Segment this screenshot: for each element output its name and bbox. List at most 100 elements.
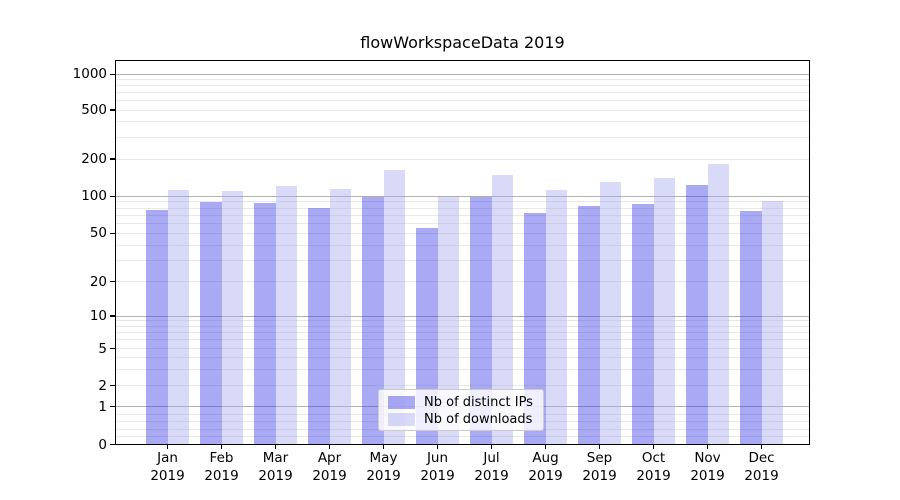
y-tick-mark bbox=[110, 158, 115, 160]
x-tick-month: Jun bbox=[426, 450, 449, 466]
bar-downloads-jan bbox=[167, 189, 189, 445]
gridline-minor bbox=[115, 281, 810, 283]
gridline-minor bbox=[115, 109, 810, 111]
gridline-minor bbox=[115, 121, 810, 123]
y-tick-mark bbox=[110, 315, 115, 317]
gridline-minor bbox=[115, 332, 810, 334]
y-tick-label: 5 bbox=[98, 340, 107, 357]
bar-distinct-ips-oct bbox=[632, 204, 654, 445]
x-tick-mark bbox=[652, 444, 655, 450]
gridline-minor bbox=[115, 232, 810, 234]
gridline-minor bbox=[115, 244, 810, 246]
x-tick-mark bbox=[220, 444, 223, 450]
bar-distinct-ips-feb bbox=[200, 201, 222, 445]
y-tick-label: 200 bbox=[81, 151, 107, 167]
legend-label-distinct-ips: Nb of distinct IPs bbox=[424, 395, 533, 410]
bar-downloads-aug bbox=[545, 190, 567, 445]
x-tick-year: 2019 bbox=[528, 467, 563, 484]
y-tick-mark bbox=[110, 443, 115, 446]
x-tick-mark bbox=[490, 444, 493, 450]
bar-downloads-dec bbox=[761, 200, 783, 445]
x-tick-year: 2019 bbox=[150, 467, 185, 484]
gridline-minor bbox=[115, 325, 810, 327]
x-tick-label-feb: Feb 2019 bbox=[194, 450, 250, 485]
y-tick-label: 0 bbox=[98, 436, 107, 453]
y-tick-label: 2 bbox=[98, 377, 107, 394]
x-tick-year: 2019 bbox=[582, 467, 617, 484]
x-tick-mark bbox=[706, 444, 709, 450]
x-tick-mark bbox=[598, 444, 601, 450]
x-tick-label-mar: Mar 2019 bbox=[248, 450, 304, 485]
x-tick-mark bbox=[382, 444, 385, 450]
x-tick-month: Nov bbox=[694, 450, 721, 466]
x-tick-month: May bbox=[369, 450, 398, 466]
y-tick-mark bbox=[110, 109, 115, 111]
bar-distinct-ips-dec bbox=[740, 210, 762, 445]
y-tick-mark bbox=[110, 73, 115, 75]
legend: Nb of distinct IPs Nb of downloads bbox=[378, 389, 544, 431]
gridline-minor bbox=[115, 385, 810, 386]
gridline-minor bbox=[115, 207, 810, 209]
x-tick-label-dec: Dec 2019 bbox=[734, 450, 790, 485]
x-tick-label-jul: Jul 2019 bbox=[464, 450, 520, 485]
y-tick-label: 500 bbox=[81, 102, 107, 118]
gridline-minor bbox=[115, 368, 810, 370]
gridline-minor bbox=[115, 357, 810, 358]
chart-title: flowWorkspaceData 2019 bbox=[360, 33, 565, 52]
gridline-minor bbox=[115, 136, 810, 138]
y-tick-label: 1000 bbox=[72, 66, 107, 83]
y-tick-label: 20 bbox=[89, 273, 107, 290]
x-tick-mark bbox=[166, 444, 169, 450]
bar-distinct-ips-sep bbox=[578, 205, 600, 445]
bar-downloads-apr bbox=[329, 188, 351, 445]
gridline-minor bbox=[115, 100, 810, 102]
x-tick-label-may: May 2019 bbox=[356, 450, 412, 485]
bar-downloads-may bbox=[383, 169, 405, 445]
gridline-minor bbox=[115, 92, 810, 94]
gridline-minor bbox=[115, 201, 810, 203]
x-tick-year: 2019 bbox=[204, 467, 239, 484]
y-tick-label: 10 bbox=[89, 308, 107, 324]
legend-label-downloads: Nb of downloads bbox=[424, 412, 533, 427]
gridline-minor bbox=[115, 348, 810, 349]
bar-distinct-ips-jul bbox=[470, 197, 492, 445]
x-tick-label-jan: Jan 2019 bbox=[140, 450, 196, 485]
gridline-major bbox=[115, 195, 810, 197]
x-tick-label-nov: Nov 2019 bbox=[680, 450, 736, 485]
x-tick-mark bbox=[544, 444, 547, 450]
x-tick-month: Mar bbox=[262, 450, 289, 466]
x-tick-mark bbox=[328, 444, 331, 450]
x-tick-month: Dec bbox=[748, 450, 775, 466]
bar-downloads-mar bbox=[275, 185, 297, 445]
gridline-minor bbox=[115, 214, 810, 216]
bar-distinct-ips-jan bbox=[146, 209, 168, 445]
bar-downloads-jul bbox=[491, 175, 513, 445]
bar-downloads-oct bbox=[653, 177, 675, 445]
gridline-minor bbox=[115, 158, 810, 160]
gridline-major bbox=[115, 73, 810, 75]
y-tick-mark bbox=[110, 405, 115, 408]
x-tick-mark bbox=[274, 444, 277, 450]
x-tick-year: 2019 bbox=[636, 467, 671, 484]
x-tick-label-jun: Jun 2019 bbox=[410, 450, 466, 485]
x-tick-year: 2019 bbox=[744, 467, 779, 484]
bar-downloads-sep bbox=[599, 182, 621, 445]
x-tick-year: 2019 bbox=[690, 467, 725, 484]
x-tick-year: 2019 bbox=[366, 467, 401, 484]
gridline-minor bbox=[115, 85, 810, 87]
legend-row-downloads: Nb of downloads bbox=[388, 411, 535, 428]
x-tick-month: Oct bbox=[641, 450, 666, 466]
x-tick-label-sep: Sep 2019 bbox=[572, 450, 628, 485]
bar-distinct-ips-aug bbox=[524, 213, 546, 445]
x-tick-label-aug: Aug 2019 bbox=[518, 450, 574, 485]
x-tick-month: Feb bbox=[209, 450, 234, 466]
x-tick-year: 2019 bbox=[420, 467, 455, 484]
legend-swatch-distinct-ips bbox=[388, 396, 415, 409]
bar-distinct-ips-may bbox=[362, 196, 384, 445]
bar-downloads-jun bbox=[437, 197, 459, 445]
x-tick-year: 2019 bbox=[474, 467, 509, 484]
x-tick-mark bbox=[760, 444, 763, 450]
bar-downloads-feb bbox=[221, 190, 243, 445]
gridline-minor bbox=[115, 79, 810, 81]
